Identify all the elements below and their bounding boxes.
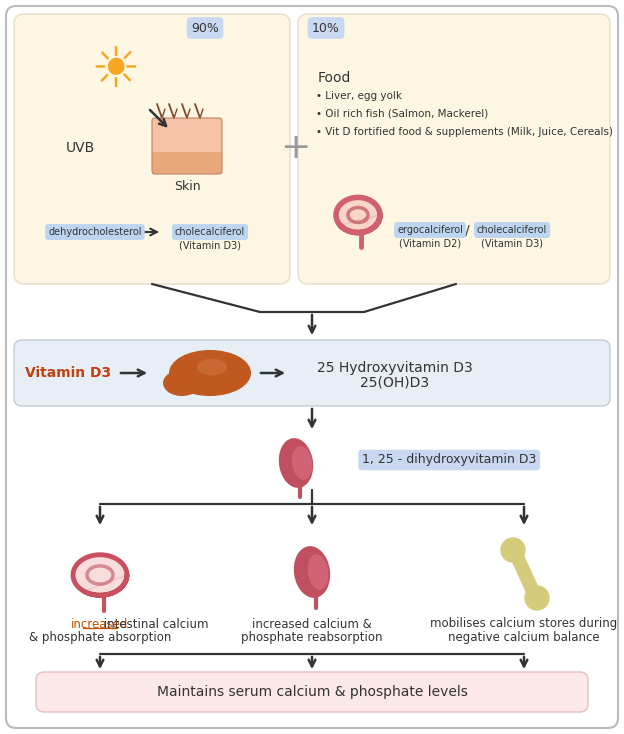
FancyBboxPatch shape <box>298 14 610 284</box>
Text: intestinal calcium: intestinal calcium <box>100 617 208 631</box>
Text: negative calcium balance: negative calcium balance <box>448 631 600 644</box>
Text: Maintains serum calcium & phosphate levels: Maintains serum calcium & phosphate leve… <box>157 685 467 699</box>
Text: ergocalciferol: ergocalciferol <box>397 225 463 235</box>
Text: increased: increased <box>71 617 129 631</box>
Text: (Vitamin D3): (Vitamin D3) <box>179 241 241 251</box>
Polygon shape <box>73 555 127 595</box>
Bar <box>152 118 222 152</box>
Text: 25 Hydroxyvitamin D3: 25 Hydroxyvitamin D3 <box>317 361 473 375</box>
Text: • Vit D fortified food & supplements (Milk, Juice, Cereals): • Vit D fortified food & supplements (Mi… <box>316 127 613 137</box>
Ellipse shape <box>169 350 251 396</box>
Ellipse shape <box>308 554 328 590</box>
Text: increased calcium &: increased calcium & <box>252 617 372 631</box>
Text: 90%: 90% <box>191 21 219 34</box>
FancyBboxPatch shape <box>36 672 588 712</box>
FancyBboxPatch shape <box>6 6 618 728</box>
Text: 25(OH)D3: 25(OH)D3 <box>361 376 429 390</box>
Text: +: + <box>280 131 310 165</box>
Text: 10%: 10% <box>312 21 340 34</box>
Ellipse shape <box>197 358 227 376</box>
Ellipse shape <box>292 446 312 480</box>
Circle shape <box>525 586 549 610</box>
Ellipse shape <box>279 438 313 488</box>
Text: phosphate reabsorption: phosphate reabsorption <box>241 631 383 644</box>
Text: /: / <box>465 223 469 237</box>
FancyBboxPatch shape <box>14 340 610 406</box>
Ellipse shape <box>294 546 330 598</box>
Text: Skin: Skin <box>173 180 200 192</box>
Bar <box>152 152 222 174</box>
Text: UVB: UVB <box>66 141 95 155</box>
Polygon shape <box>336 197 380 233</box>
Text: ☀: ☀ <box>90 45 140 99</box>
Text: 1, 25 - dihydroxyvitamin D3: 1, 25 - dihydroxyvitamin D3 <box>362 454 537 467</box>
Ellipse shape <box>163 370 201 396</box>
Text: mobilises calcium stores during: mobilises calcium stores during <box>431 617 618 631</box>
Text: Food: Food <box>318 71 351 85</box>
Text: cholecalciferol: cholecalciferol <box>477 225 547 235</box>
Text: Vitamin D3: Vitamin D3 <box>25 366 111 380</box>
Text: dehydrocholesterol: dehydrocholesterol <box>48 227 142 237</box>
Text: cholecalciferol: cholecalciferol <box>175 227 245 237</box>
Text: & phosphate absorption: & phosphate absorption <box>29 631 171 644</box>
FancyBboxPatch shape <box>14 14 290 284</box>
Text: • Liver, egg yolk: • Liver, egg yolk <box>316 91 402 101</box>
Text: (Vitamin D2): (Vitamin D2) <box>399 239 461 249</box>
Text: • Oil rich fish (Salmon, Mackerel): • Oil rich fish (Salmon, Mackerel) <box>316 109 488 119</box>
Circle shape <box>501 538 525 562</box>
Text: (Vitamin D3): (Vitamin D3) <box>481 239 543 249</box>
